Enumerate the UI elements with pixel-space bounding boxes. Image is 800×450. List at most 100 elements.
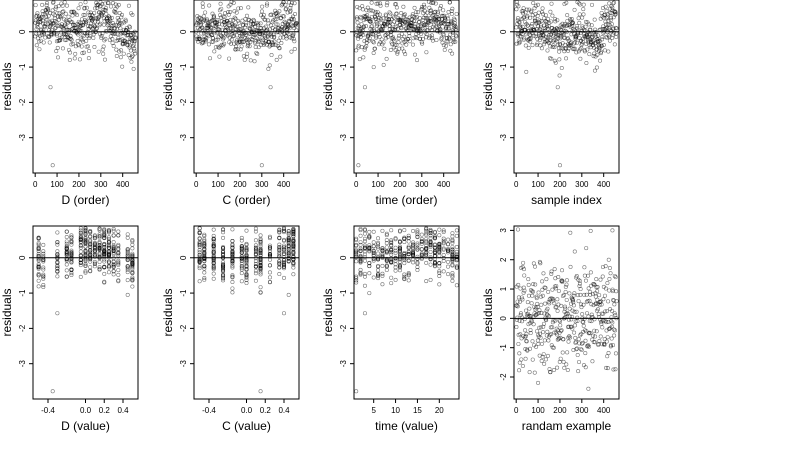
data-point (437, 243, 442, 248)
data-point (253, 249, 258, 254)
data-point (567, 291, 572, 296)
data-point (428, 243, 433, 248)
y-tick-label: -1 (339, 63, 348, 71)
data-point (428, 256, 433, 261)
data-point (60, 9, 65, 14)
data-point (535, 41, 540, 46)
data-point (454, 245, 459, 250)
data-point (394, 42, 399, 47)
data-point (131, 42, 136, 47)
data-point (209, 39, 214, 44)
data-point (252, 59, 257, 64)
data-point (451, 36, 456, 41)
y-tick-label: -3 (18, 360, 27, 368)
data-point (608, 10, 613, 15)
data-point (253, 238, 258, 243)
data-point (576, 299, 581, 304)
data-point (449, 12, 454, 17)
data-point (397, 228, 402, 233)
data-point (524, 7, 529, 12)
x-tick-label: 200 (233, 180, 247, 189)
data-point (611, 0, 616, 5)
data-point (556, 27, 561, 32)
data-point (413, 16, 418, 21)
data-point (120, 64, 125, 69)
data-point (45, 8, 50, 13)
data-point (291, 265, 296, 270)
data-point (389, 239, 394, 244)
data-point (194, 34, 199, 39)
data-point (364, 24, 369, 29)
x-tick-label: 0 (354, 180, 359, 189)
data-point (435, 29, 440, 34)
data-point (561, 26, 566, 31)
data-point (437, 233, 442, 238)
data-point (563, 29, 568, 34)
data-point (605, 335, 610, 340)
data-point (116, 278, 121, 283)
data-point (612, 30, 617, 35)
data-point (114, 47, 119, 52)
data-point (111, 272, 116, 277)
data-point (218, 1, 223, 6)
data-point (108, 18, 113, 23)
data-point (411, 245, 416, 250)
data-point (586, 386, 591, 391)
data-point (418, 36, 423, 41)
data-point (517, 299, 522, 304)
data-point (116, 261, 121, 266)
data-point (102, 227, 107, 232)
data-point (244, 278, 249, 283)
data-point (55, 242, 60, 247)
data-point (253, 264, 258, 269)
plot-frame (353, 225, 460, 400)
data-point (244, 272, 249, 277)
data-point (441, 230, 446, 235)
data-point (292, 39, 297, 44)
data-point (568, 230, 573, 235)
data-point (446, 242, 451, 247)
data-point (211, 39, 216, 44)
y-tick-label: 0 (499, 316, 508, 321)
data-point (286, 292, 291, 297)
data-point (552, 267, 557, 272)
data-point (288, 3, 293, 8)
data-point (239, 261, 244, 266)
data-point (583, 338, 588, 343)
data-point (267, 243, 272, 248)
data-point (225, 33, 230, 38)
data-point (356, 36, 361, 41)
data-point (36, 271, 41, 276)
data-point (202, 232, 207, 237)
data-point (286, 236, 291, 241)
data-point (367, 36, 372, 41)
data-point (36, 273, 41, 278)
data-point (203, 10, 208, 15)
data-point (244, 246, 249, 251)
data-point (518, 332, 523, 337)
data-point (564, 56, 569, 61)
data-point (242, 25, 247, 30)
data-point (253, 247, 258, 252)
data-point (445, 14, 450, 19)
data-point (606, 49, 611, 54)
data-point (358, 226, 363, 231)
data-point (130, 238, 135, 243)
data-point (590, 359, 595, 364)
data-point (55, 274, 60, 279)
data-point (258, 270, 263, 275)
data-point (432, 245, 437, 250)
data-point (267, 245, 272, 250)
data-point (376, 240, 381, 245)
data-point (528, 346, 533, 351)
data-point (522, 36, 527, 41)
data-point (263, 24, 268, 29)
data-point (41, 284, 46, 289)
data-point (88, 241, 93, 246)
data-point (202, 277, 207, 282)
data-point (221, 235, 226, 240)
data-point (583, 351, 588, 356)
data-point (441, 228, 446, 233)
data-point (239, 258, 244, 263)
data-point (277, 246, 282, 251)
